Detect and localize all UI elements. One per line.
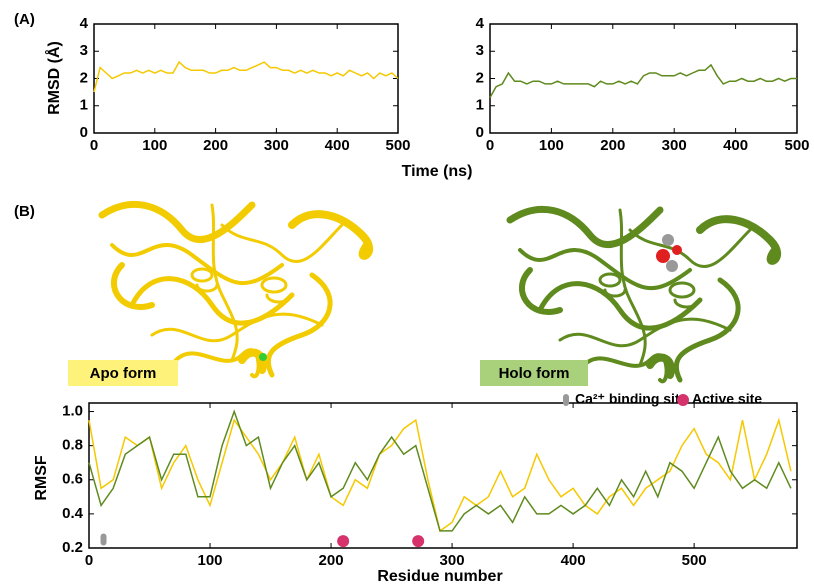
x-tick-label: 100 xyxy=(142,137,167,154)
structure-label: Holo form xyxy=(499,365,570,382)
x-tick-label: 300 xyxy=(440,552,465,569)
panel-label: (B) xyxy=(14,203,35,220)
ligand-atom xyxy=(662,234,674,246)
y-tick-label: 2 xyxy=(476,69,484,86)
y-axis-label: RMSF xyxy=(33,455,50,501)
y-tick-label: 2 xyxy=(80,69,88,86)
figure: (A) (B) Apo form Holo form 0123401002003… xyxy=(0,0,814,586)
x-tick-label: 500 xyxy=(784,137,809,154)
y-tick-label: 3 xyxy=(476,42,484,59)
y-tick-label: 0.4 xyxy=(62,505,84,522)
x-tick-label: 400 xyxy=(723,137,748,154)
y-tick-label: 3 xyxy=(80,42,88,59)
marker xyxy=(337,535,349,547)
x-tick-label: 0 xyxy=(486,137,494,154)
legend-label: Active site xyxy=(692,391,762,407)
x-axis-label: Residue number xyxy=(377,568,502,585)
x-tick-label: 400 xyxy=(561,552,586,569)
plot-frame xyxy=(94,24,398,133)
plot-frame xyxy=(89,403,797,548)
apo-structure xyxy=(102,204,369,376)
y-axis-label: RMSD (Å) xyxy=(44,41,63,115)
calcium-ion xyxy=(259,353,267,361)
plot-frame xyxy=(490,24,797,133)
x-tick-label: 300 xyxy=(264,137,289,154)
data-line xyxy=(490,65,797,98)
y-tick-label: 4 xyxy=(80,15,89,32)
holo-structure xyxy=(510,209,777,381)
y-tick-label: 1 xyxy=(476,97,484,114)
x-tick-label: 100 xyxy=(198,552,223,569)
y-tick-label: 0.8 xyxy=(62,437,83,454)
legend-label: Ca²⁺ binding site xyxy=(575,391,688,407)
legend-swatch xyxy=(677,394,689,406)
y-tick-label: 0 xyxy=(476,124,484,141)
structure-label: Apo form xyxy=(90,365,157,382)
x-tick-label: 100 xyxy=(539,137,564,154)
x-tick-label: 200 xyxy=(319,552,344,569)
x-tick-label: 500 xyxy=(385,137,410,154)
x-tick-label: 400 xyxy=(325,137,350,154)
marker xyxy=(101,533,107,545)
marker xyxy=(412,535,424,547)
y-tick-label: 0.2 xyxy=(62,539,83,556)
x-axis-label: Time (ns) xyxy=(402,163,473,180)
y-tick-label: 1.0 xyxy=(62,402,83,419)
x-tick-label: 200 xyxy=(203,137,228,154)
y-tick-label: 0.6 xyxy=(62,471,83,488)
x-tick-label: 0 xyxy=(90,137,98,154)
y-tick-label: 4 xyxy=(476,15,485,32)
y-tick-label: 0 xyxy=(80,124,88,141)
x-tick-label: 0 xyxy=(85,552,93,569)
ligand-atom xyxy=(666,260,678,272)
ligand-atom xyxy=(672,245,682,255)
x-tick-label: 300 xyxy=(662,137,687,154)
x-tick-label: 500 xyxy=(682,552,707,569)
x-tick-label: 200 xyxy=(600,137,625,154)
legend-swatch xyxy=(563,394,569,406)
data-line xyxy=(94,62,398,92)
y-tick-label: 1 xyxy=(80,97,88,114)
panel-label: (A) xyxy=(14,11,35,28)
ligand-atom xyxy=(656,249,670,263)
